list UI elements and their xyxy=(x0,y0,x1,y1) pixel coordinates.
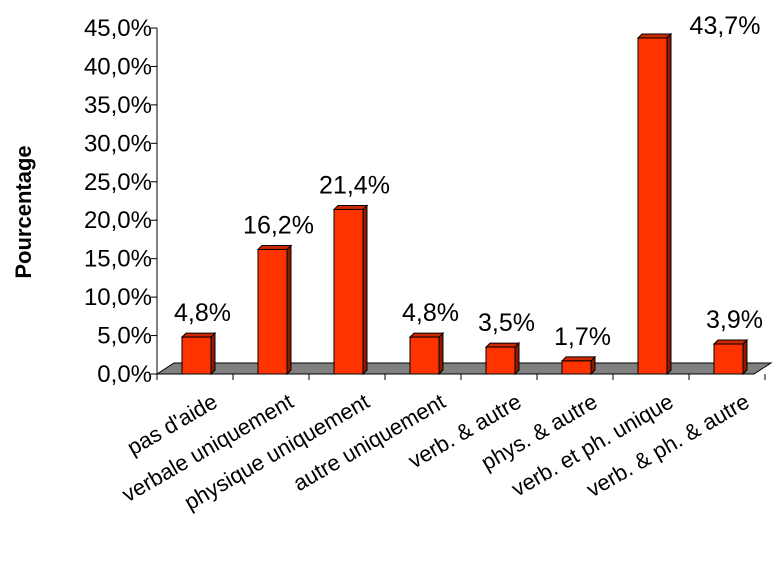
bar xyxy=(560,355,597,376)
bar-front xyxy=(409,336,440,375)
bars xyxy=(180,32,749,376)
data-label: 4,8% xyxy=(402,299,459,327)
chart-floor xyxy=(155,362,773,375)
bar-top xyxy=(560,356,597,362)
bar xyxy=(332,204,369,376)
bar-side xyxy=(210,331,216,376)
bar-front xyxy=(637,37,668,375)
y-tick-label: 35,0% xyxy=(84,92,152,119)
bar-top xyxy=(256,244,293,250)
bar-front xyxy=(561,360,592,375)
bar xyxy=(180,331,217,376)
data-label: 43,7% xyxy=(690,12,761,40)
bar-side xyxy=(742,338,748,376)
bar-top xyxy=(180,332,217,338)
data-label: 3,9% xyxy=(706,306,763,334)
y-tick-label: 45,0% xyxy=(84,15,152,42)
bar-top xyxy=(484,342,521,348)
data-labels: 4,8% 16,2%21,4% 4,8% 3,5% 1,7% 43,7% 3,9% xyxy=(174,12,763,351)
bar-top xyxy=(636,33,673,39)
floor-plane xyxy=(155,362,773,375)
y-axis: 0,0% 5,0% 10,0% 15,0% 20,0% 25,0% 30,0% 35,0% 40… xyxy=(84,15,766,388)
bar xyxy=(712,338,749,376)
y-tick-label: 20,0% xyxy=(84,207,152,234)
data-label: 21,4% xyxy=(319,171,390,199)
bar-side xyxy=(666,32,672,376)
bar-side xyxy=(514,341,520,376)
bar xyxy=(408,331,445,376)
y-tick-label: 5,0% xyxy=(97,323,152,350)
bar-side xyxy=(438,331,444,376)
bar xyxy=(484,341,521,376)
y-tick-label: 40,0% xyxy=(84,53,152,80)
y-tick-label: 10,0% xyxy=(84,284,152,311)
bar-top xyxy=(712,339,749,345)
data-label: 1,7% xyxy=(554,323,611,351)
bar-front xyxy=(181,336,212,375)
data-label: 4,8% xyxy=(174,299,231,327)
bar-front xyxy=(333,208,364,375)
y-axis-title: Pourcentage xyxy=(11,145,36,278)
data-label: 16,2% xyxy=(243,211,314,239)
bar-front xyxy=(485,346,516,375)
bar xyxy=(636,32,673,376)
bar-top xyxy=(332,204,369,210)
bar-side xyxy=(286,244,292,376)
bar xyxy=(256,244,293,376)
bar-side xyxy=(362,204,368,376)
bar-front xyxy=(713,343,744,375)
y-tick-label: 25,0% xyxy=(84,169,152,196)
data-label: 3,5% xyxy=(478,309,535,337)
bar-top xyxy=(408,332,445,338)
y-tick-label: 0,0% xyxy=(97,361,152,388)
y-tick-label: 30,0% xyxy=(84,130,152,157)
y-tick-label: 15,0% xyxy=(84,246,152,273)
bar-front xyxy=(257,248,288,375)
